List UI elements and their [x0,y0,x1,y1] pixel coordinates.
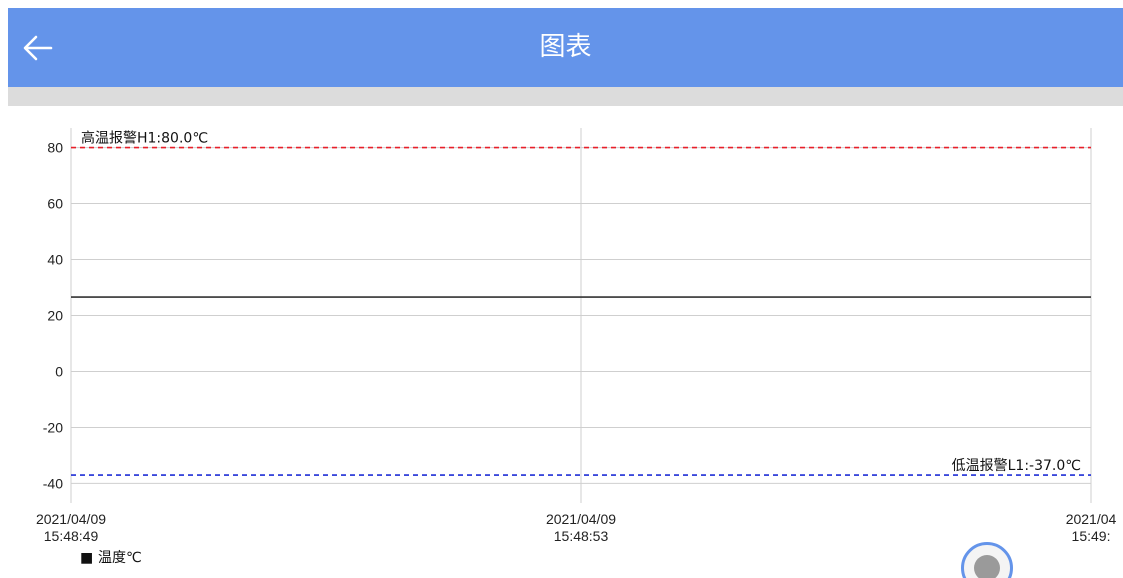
header-divider [8,87,1123,106]
legend-symbol: ■ [80,550,93,566]
x-tick-time: 15:48:49 [44,528,99,544]
floating-action-button[interactable] [961,542,1013,578]
y-tick-label: 80 [47,140,63,156]
app-bar: 图表 [8,8,1123,87]
legend-label: 温度℃ [98,550,142,566]
x-tick-date: 2021/04 [1066,511,1117,527]
arrow-left-icon [23,35,53,61]
y-tick-label: 60 [47,196,63,212]
x-tick-time: 15:49: [1072,528,1111,544]
threshold-label: 高温报警H1:80.0℃ [81,130,208,147]
threshold-label: 低温报警L1:-37.0℃ [952,458,1081,474]
x-tick-date: 2021/04/09 [36,511,106,527]
x-tick-date: 2021/04/09 [546,511,616,527]
temperature-chart[interactable]: 80 60 40 20 0 -20 -40 2021/04/09 15:48:49 2021/04… [8,106,1123,578]
screen: 图表 80 60 40 20 0 -20 -40 2021/04/09 15:48:49 2021… [8,8,1123,578]
circle-button-icon [974,555,1000,578]
y-tick-label: 0 [55,363,63,379]
page-title: 图表 [539,32,592,62]
y-tick-label: 40 [47,252,63,268]
x-tick-time: 15:48:53 [554,528,609,544]
y-tick-label: -20 [43,419,63,435]
back-button[interactable] [18,28,58,68]
chart-canvas: 806040200-20-402021/04/0915:48:492021/04… [36,128,1117,566]
y-tick-label: -40 [43,475,63,491]
y-tick-label: 20 [47,308,63,324]
